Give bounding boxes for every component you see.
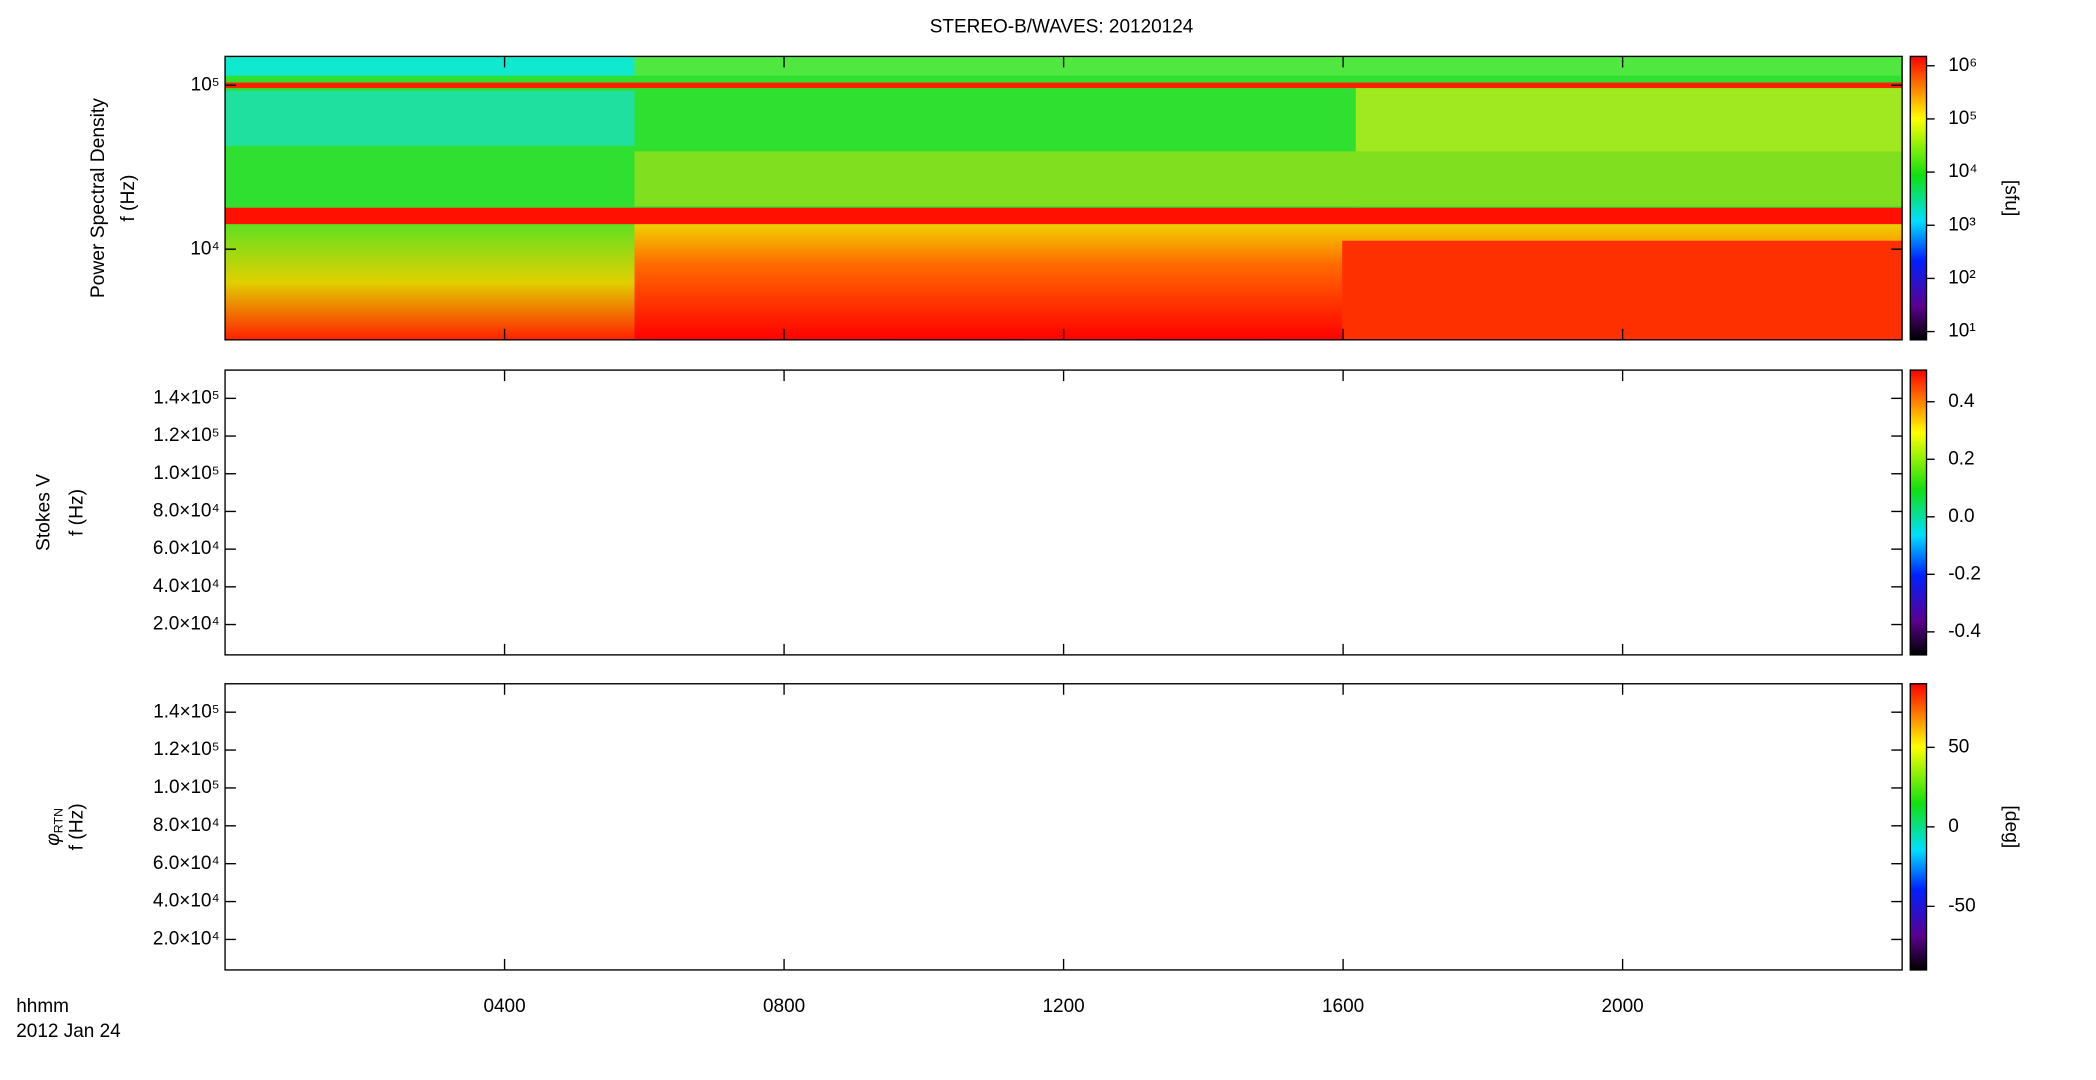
colorbar-label: [deg]: [2001, 805, 2022, 848]
x-tick-label: 2000: [1602, 996, 1644, 1017]
y-tick-label: 6.0×10⁴: [153, 538, 220, 559]
y-tick-label: 8.0×10⁴: [153, 500, 220, 521]
colorbar-tick-label: 10³: [1948, 214, 1975, 235]
y-tick-label: 2.0×10⁴: [153, 928, 220, 949]
y-tick-label: 1.2×10⁵: [153, 739, 219, 760]
x-tick-label: 0400: [483, 996, 525, 1017]
y-axis-label-sub: RTN: [52, 808, 66, 833]
y-tick-label: 1.2×10⁵: [153, 425, 219, 446]
y-tick-label: 4.0×10⁴: [153, 576, 220, 597]
y-tick-label: 8.0×10⁴: [153, 815, 220, 836]
y-tick-label: 2.0×10⁴: [153, 614, 220, 635]
y-tick-label: 1.4×10⁵: [153, 701, 219, 722]
date-label: 2012 Jan 24: [16, 1021, 121, 1042]
plot-frame: [224, 683, 1903, 971]
plot-frame: [224, 369, 1903, 656]
colorbar-tick-label: 0.2: [1948, 448, 1974, 469]
y-axis-label: f (Hz): [118, 175, 139, 222]
y-axis-label: Power Spectral Density: [88, 98, 109, 299]
colorbar-tick-label: 10¹: [1948, 321, 1975, 342]
colorbar-tick-label: 10⁴: [1948, 161, 1977, 182]
y-tick-label: 10⁵: [191, 74, 220, 95]
colorbar: [1909, 55, 1928, 341]
colorbar-tick-label: -0.4: [1948, 621, 1981, 642]
colorbar-tick-label: 10⁵: [1948, 108, 1977, 129]
colorbar-tick-label: 50: [1948, 736, 1969, 757]
y-axis-label: Stokes V: [34, 474, 55, 551]
y-axis-label: f (Hz): [66, 803, 87, 850]
colorbar-tick-label: 10⁶: [1948, 55, 1977, 76]
colorbar-tick-label: 10²: [1948, 267, 1975, 288]
x-tick-label: 1200: [1042, 996, 1084, 1017]
y-tick-label: 10⁴: [190, 238, 219, 259]
colorbar-tick-label: -0.2: [1948, 563, 1981, 584]
colorbar-label: [sfu]: [2001, 180, 2022, 216]
y-tick-label: 4.0×10⁴: [153, 891, 220, 912]
x-tick-label: 0800: [763, 996, 805, 1017]
colorbar-tick-label: 0.4: [1948, 391, 1975, 412]
y-axis-label: φRTN: [43, 808, 65, 846]
colorbar-tick-label: -50: [1948, 895, 1975, 916]
y-tick-label: 1.0×10⁵: [153, 463, 219, 484]
y-tick-label: 1.4×10⁵: [153, 387, 219, 408]
colorbar-tick-label: 0.0: [1948, 506, 1974, 527]
x-axis-label: hhmm: [16, 996, 69, 1017]
spectrogram: [225, 56, 1903, 340]
y-tick-label: 1.0×10⁵: [153, 777, 219, 798]
x-tick-label: 1600: [1322, 996, 1364, 1017]
chart-title: STEREO-B/WAVES: 20120124: [930, 16, 1194, 37]
y-tick-label: 6.0×10⁴: [153, 853, 220, 874]
y-axis-label: f (Hz): [66, 489, 87, 536]
colorbar: [1909, 369, 1928, 656]
colorbar-tick-label: 0: [1948, 816, 1959, 837]
colorbar: [1909, 683, 1928, 971]
